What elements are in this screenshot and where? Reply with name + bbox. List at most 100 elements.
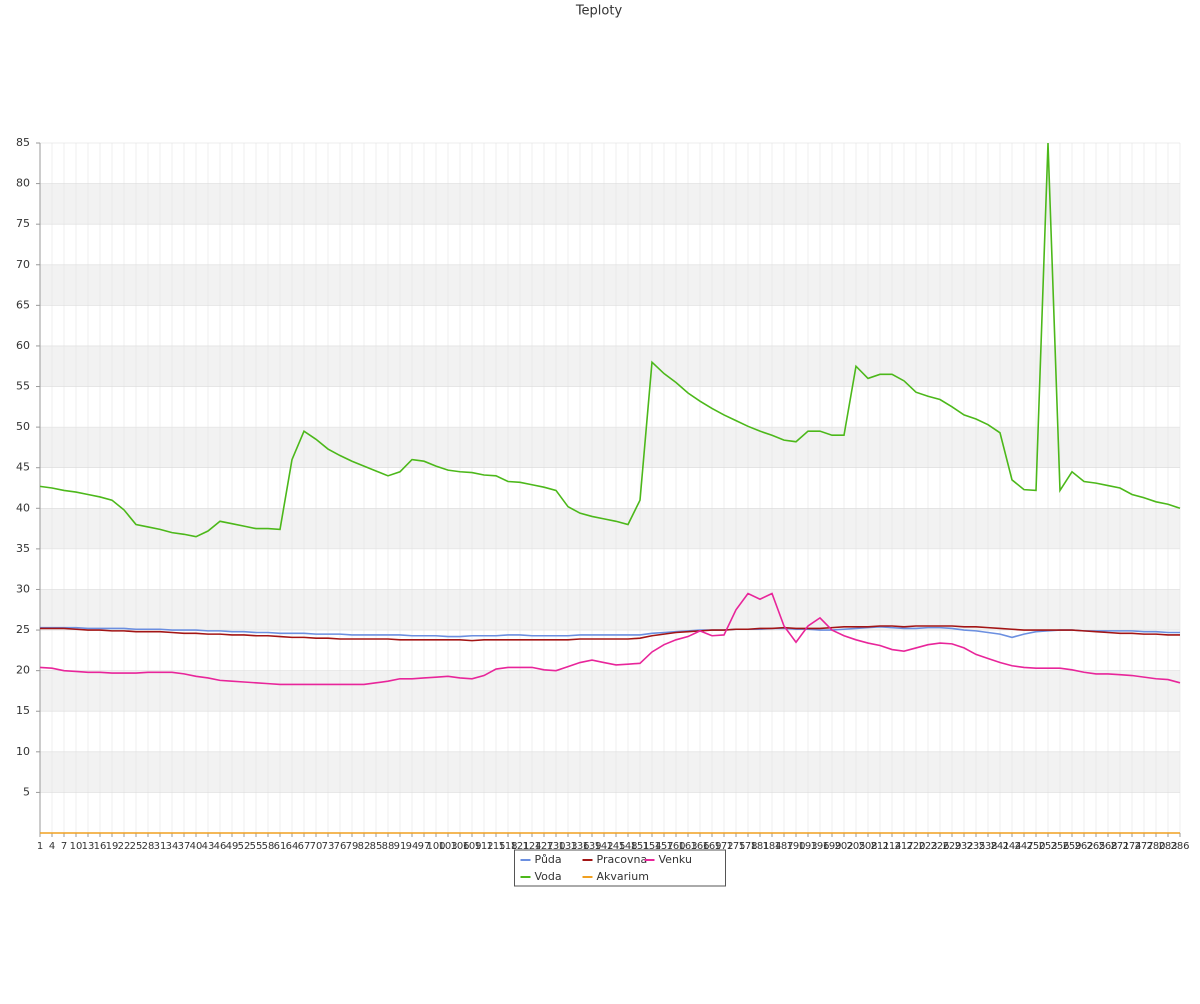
x-tick-label: 145 — [606, 841, 625, 852]
x-tick-label: 22 — [118, 841, 131, 852]
y-tick-label: 55 — [16, 380, 30, 393]
x-tick-label: 34 — [166, 841, 179, 852]
x-tick-label: 202 — [834, 841, 853, 852]
x-tick-label: 175 — [726, 841, 745, 852]
x-tick-label: 196 — [810, 841, 829, 852]
x-tick-label: 142 — [594, 841, 613, 852]
x-tick-label: 121 — [510, 841, 529, 852]
legend-label: Půda — [535, 853, 562, 866]
x-tick-label: 136 — [570, 841, 589, 852]
y-tick-label: 60 — [16, 339, 30, 352]
x-tick-label: 238 — [978, 841, 997, 852]
x-tick-label: 118 — [498, 841, 517, 852]
x-tick-label: 43 — [202, 841, 215, 852]
grid-band — [40, 508, 1180, 549]
legend-label: Akvarium — [597, 870, 649, 883]
x-tick-label: 211 — [870, 841, 889, 852]
grid-band — [40, 670, 1180, 712]
x-tick-label: 46 — [214, 841, 227, 852]
x-tick-label: 181 — [750, 841, 769, 852]
x-tick-label: 58 — [262, 841, 275, 852]
x-tick-label: 124 — [522, 841, 541, 852]
x-tick-label: 262 — [1074, 841, 1093, 852]
x-tick-label: 139 — [582, 841, 601, 852]
y-tick-label: 65 — [16, 298, 30, 311]
x-tick-label: 229 — [942, 841, 961, 852]
x-tick-label: 241 — [990, 841, 1009, 852]
x-tick-label: 40 — [190, 841, 203, 852]
y-tick-label: 30 — [16, 582, 30, 595]
x-tick-label: 148 — [618, 841, 637, 852]
legend-label: Venku — [659, 853, 692, 866]
x-tick-label: 106 — [450, 841, 469, 852]
x-tick-label: 4 — [49, 841, 55, 852]
x-tick-label: 178 — [738, 841, 757, 852]
x-tick-label: 7 — [61, 841, 67, 852]
x-tick-label: 49 — [226, 841, 239, 852]
x-tick-label: 271 — [1110, 841, 1129, 852]
y-tick-label: 45 — [16, 461, 30, 474]
x-tick-label: 232 — [954, 841, 973, 852]
x-tick-label: 37 — [178, 841, 191, 852]
x-tick-label: 214 — [882, 841, 901, 852]
x-tick-label: 187 — [774, 841, 793, 852]
series-line — [39, 592, 1181, 686]
x-tick-label: 265 — [1086, 841, 1105, 852]
x-tick-label: 199 — [822, 841, 841, 852]
x-tick-label: 235 — [966, 841, 985, 852]
x-tick-label: 223 — [918, 841, 937, 852]
x-tick-label: 133 — [558, 841, 577, 852]
x-tick-label: 160 — [666, 841, 685, 852]
legend-box — [514, 849, 726, 887]
x-tick-label: 91 — [394, 841, 407, 852]
x-tick-label: 190 — [786, 841, 805, 852]
x-tick-label: 256 — [1050, 841, 1069, 852]
grid-band — [40, 183, 1180, 225]
x-tick-label: 25 — [130, 841, 143, 852]
x-tick-label: 88 — [382, 841, 395, 852]
x-tick-label: 274 — [1122, 841, 1141, 852]
y-tick-label: 85 — [16, 136, 30, 149]
x-tick-label: 226 — [930, 841, 949, 852]
y-tick-label: 50 — [16, 420, 30, 433]
x-tick-label: 277 — [1134, 841, 1153, 852]
x-tick-label: 79 — [346, 841, 359, 852]
y-tick-label: 25 — [16, 623, 30, 636]
y-tick-label: 75 — [16, 217, 30, 230]
grid-band — [40, 589, 1180, 631]
y-tick-label: 15 — [16, 704, 30, 717]
x-tick-label: 10 — [70, 841, 83, 852]
x-tick-label: 154 — [642, 841, 661, 852]
x-tick-label: 1 — [37, 841, 43, 852]
x-tick-label: 157 — [654, 841, 673, 852]
chart-title: Teploty — [575, 4, 623, 19]
x-tick-label: 169 — [702, 841, 721, 852]
x-tick-label: 253 — [1038, 841, 1057, 852]
grid-band — [40, 264, 1180, 306]
x-tick-label: 115 — [486, 841, 505, 852]
y-tick-label: 10 — [16, 745, 30, 758]
x-tick-label: 127 — [534, 841, 553, 852]
y-tick-label: 20 — [16, 664, 30, 677]
y-tick-label: 5 — [23, 785, 30, 798]
x-tick-label: 103 — [438, 841, 457, 852]
x-tick-label: 217 — [894, 841, 913, 852]
x-tick-label: 208 — [858, 841, 877, 852]
x-tick-label: 205 — [846, 841, 865, 852]
x-tick-label: 112 — [474, 841, 493, 852]
x-tick-label: 244 — [1002, 841, 1021, 852]
x-tick-label: 94 — [406, 841, 419, 852]
x-tick-label: 247 — [1014, 841, 1033, 852]
x-tick-label: 100 — [426, 841, 445, 852]
x-tick-label: 31 — [154, 841, 167, 852]
x-tick-label: 67 — [298, 841, 311, 852]
x-tick-label: 97 — [418, 841, 431, 852]
x-tick-label: 76 — [334, 841, 347, 852]
legend-label: Pracovna — [597, 853, 648, 866]
x-tick-label: 184 — [762, 841, 781, 852]
x-tick-label: 130 — [546, 841, 565, 852]
x-tick-label: 16 — [94, 841, 107, 852]
x-tick-label: 61 — [274, 841, 287, 852]
series-line — [39, 142, 1181, 538]
